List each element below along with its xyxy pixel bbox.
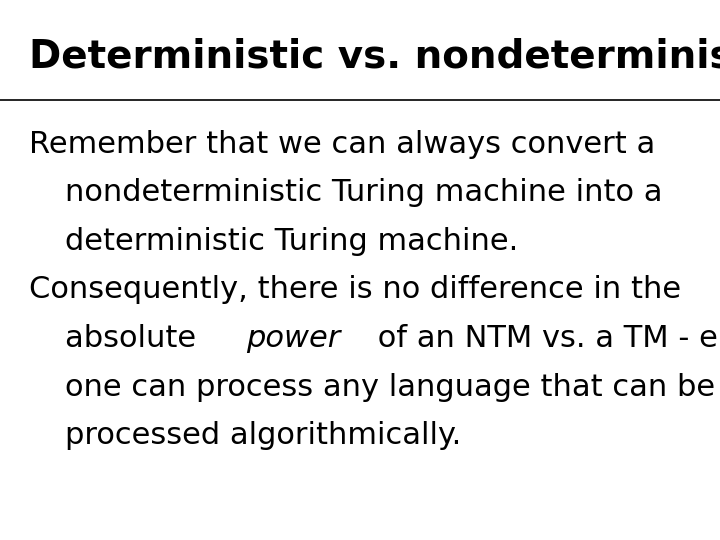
Text: nondeterministic Turing machine into a: nondeterministic Turing machine into a <box>65 178 662 207</box>
Text: Remember that we can always convert a: Remember that we can always convert a <box>29 130 655 159</box>
Text: processed algorithmically.: processed algorithmically. <box>65 421 461 450</box>
Text: deterministic Turing machine.: deterministic Turing machine. <box>65 227 518 256</box>
Text: Consequently, there is no difference in the: Consequently, there is no difference in … <box>29 275 681 305</box>
Text: one can process any language that can be: one can process any language that can be <box>65 373 715 402</box>
Text: absolute: absolute <box>65 324 206 353</box>
Text: Deterministic vs. nondeterministic: Deterministic vs. nondeterministic <box>29 38 720 76</box>
Text: of an NTM vs. a TM - either: of an NTM vs. a TM - either <box>368 324 720 353</box>
Text: power: power <box>246 324 341 353</box>
